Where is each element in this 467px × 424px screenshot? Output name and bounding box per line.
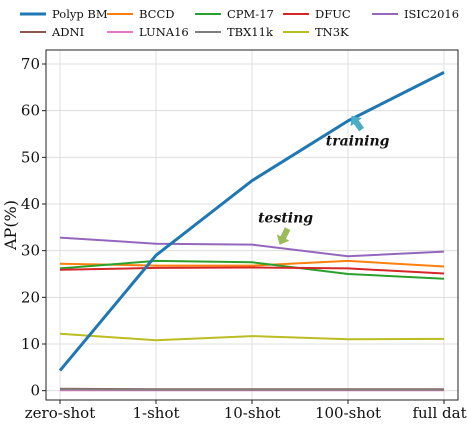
- annotation-training: training: [326, 134, 390, 150]
- y-tick-label: 30: [21, 242, 40, 260]
- y-tick-label: 70: [21, 55, 40, 73]
- x-tick-label: 1-shot: [132, 404, 179, 422]
- y-tick-label: 50: [21, 148, 40, 166]
- y-tick-label: 10: [21, 335, 40, 353]
- legend-label-tbx11k: TBX11k: [227, 25, 274, 39]
- y-tick-label: 60: [21, 102, 40, 120]
- series-line-bccd: [59, 259, 445, 268]
- plot-area: 0 10 20 30 40 50 60 70 zero-shot 1-shot 10-shot 100…: [21, 49, 467, 422]
- annotation-arrow-testing: [276, 227, 291, 245]
- annotation-testing: testing: [258, 211, 313, 227]
- legend-label-polyp-bm: Polyp BM: [52, 7, 108, 21]
- legend-label-tn3k: TN3K: [315, 25, 349, 39]
- legend-label-bccd: BCCD: [139, 7, 174, 21]
- legend-label-adni: ADNI: [51, 25, 84, 39]
- legend-label-luna16: LUNA16: [139, 25, 189, 39]
- x-tick-label: zero-shot: [25, 404, 95, 422]
- legend-label-cpm-17: CPM-17: [227, 7, 274, 21]
- series-line-dfuc: [59, 266, 445, 275]
- x-tick-label: 10-shot: [224, 404, 281, 422]
- y-tick-label: 0: [30, 382, 40, 400]
- y-tick-label: 20: [21, 288, 40, 306]
- x-tick-label: full data: [412, 404, 467, 422]
- y-tick-label: 40: [21, 195, 40, 213]
- series-line-tn3k: [59, 332, 445, 342]
- series-line-cpm-17: [59, 259, 445, 280]
- series-line-polyp-bm: [58, 71, 445, 372]
- series-line-isic2016: [59, 236, 445, 258]
- legend-label-isic2016: ISIC2016: [404, 7, 459, 21]
- y-axis-label: AP(%): [1, 200, 20, 251]
- annotation-arrow-training: [350, 115, 364, 132]
- legend: Polyp BM BCCD CPM-17 DFUC ISIC2016 ADNI LUNA16…: [20, 7, 459, 39]
- x-tick-label: 100-shot: [315, 404, 381, 422]
- legend-label-dfuc: DFUC: [315, 7, 351, 21]
